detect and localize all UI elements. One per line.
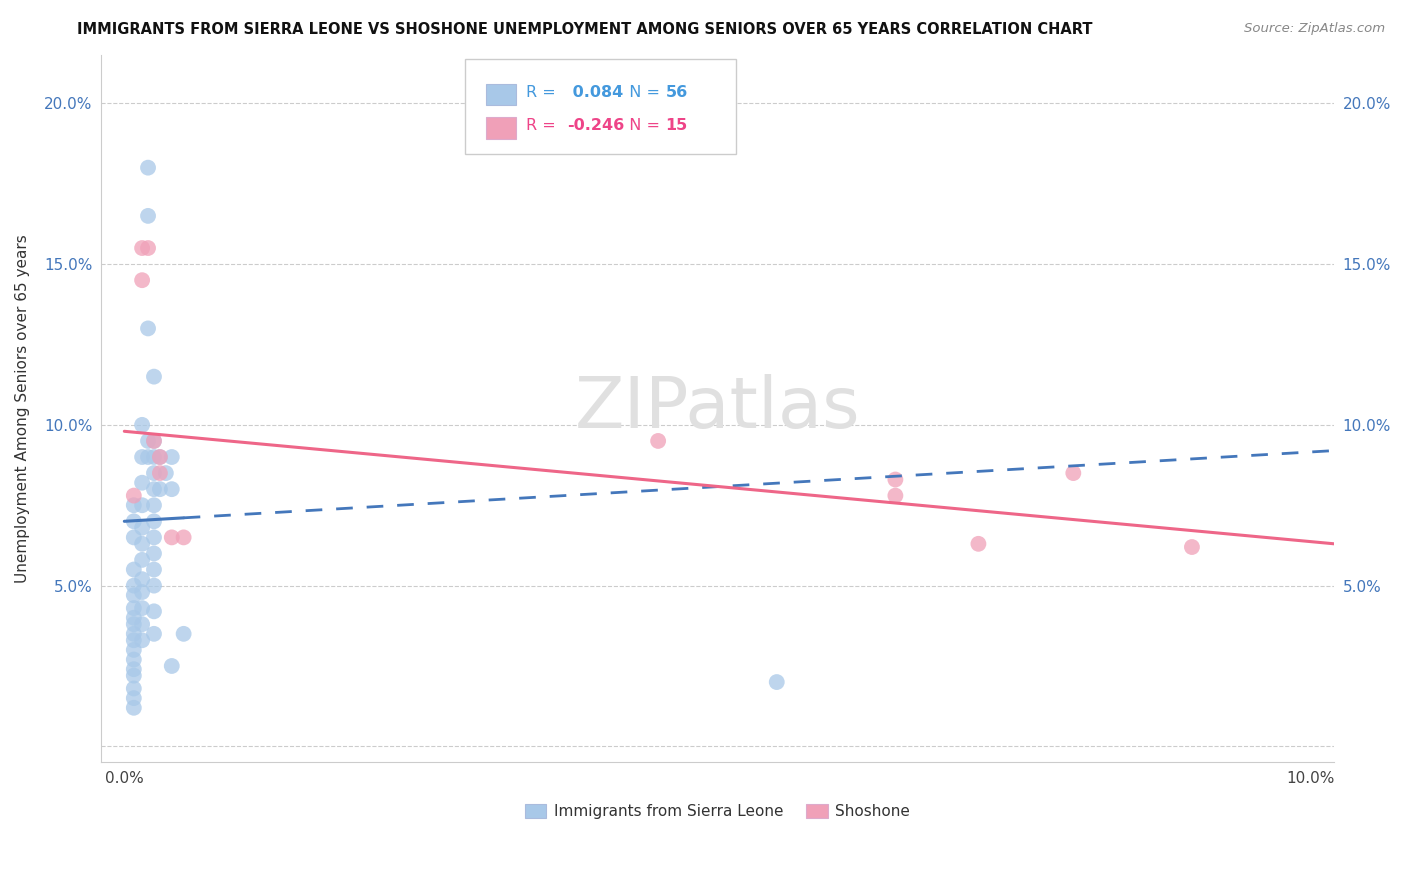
Text: R =: R =: [526, 119, 561, 134]
Point: [160, 530, 183, 544]
Y-axis label: Unemployment Among Seniors over 65 years: Unemployment Among Seniors over 65 years: [15, 235, 30, 583]
Point: [143, 546, 166, 560]
Point: [143, 604, 166, 618]
Point: [149, 466, 172, 480]
Point: [149, 482, 172, 496]
Point: [122, 617, 145, 632]
Point: [143, 514, 166, 528]
Point: [884, 473, 907, 487]
Point: [122, 700, 145, 714]
Text: ZIPatlas: ZIPatlas: [575, 375, 860, 443]
Point: [131, 241, 153, 255]
Point: [131, 633, 153, 648]
Point: [143, 466, 166, 480]
Point: [149, 450, 172, 464]
Point: [173, 530, 195, 544]
FancyBboxPatch shape: [485, 118, 516, 138]
Point: [122, 681, 145, 696]
Point: [765, 675, 787, 690]
Point: [122, 489, 145, 503]
Point: [122, 627, 145, 641]
Point: [131, 498, 153, 512]
Text: 0.084: 0.084: [567, 85, 623, 100]
Point: [143, 579, 166, 593]
Point: [131, 417, 153, 432]
Point: [122, 562, 145, 576]
Point: [131, 617, 153, 632]
Point: [122, 601, 145, 615]
Point: [122, 530, 145, 544]
Point: [131, 601, 153, 615]
Point: [149, 450, 172, 464]
Point: [131, 553, 153, 567]
Point: [1181, 540, 1204, 554]
Point: [122, 611, 145, 625]
Point: [131, 585, 153, 599]
Legend: Immigrants from Sierra Leone, Shoshone: Immigrants from Sierra Leone, Shoshone: [519, 798, 917, 825]
Point: [884, 489, 907, 503]
Point: [143, 369, 166, 384]
Point: [143, 434, 166, 448]
Point: [131, 273, 153, 287]
Text: 56: 56: [665, 85, 688, 100]
Point: [143, 627, 166, 641]
Point: [122, 691, 145, 706]
FancyBboxPatch shape: [464, 59, 735, 154]
Text: IMMIGRANTS FROM SIERRA LEONE VS SHOSHONE UNEMPLOYMENT AMONG SENIORS OVER 65 YEAR: IMMIGRANTS FROM SIERRA LEONE VS SHOSHONE…: [77, 22, 1092, 37]
Point: [136, 434, 159, 448]
Point: [136, 241, 159, 255]
Point: [1062, 466, 1084, 480]
Text: R =: R =: [526, 85, 561, 100]
Point: [122, 633, 145, 648]
Point: [136, 450, 159, 464]
Point: [143, 434, 166, 448]
FancyBboxPatch shape: [485, 84, 516, 105]
Point: [122, 579, 145, 593]
Point: [173, 627, 195, 641]
Point: [143, 450, 166, 464]
Point: [143, 530, 166, 544]
Point: [136, 321, 159, 335]
Text: Source: ZipAtlas.com: Source: ZipAtlas.com: [1244, 22, 1385, 36]
Point: [131, 572, 153, 586]
Point: [143, 482, 166, 496]
Point: [155, 466, 177, 480]
Text: N =: N =: [619, 85, 665, 100]
Point: [131, 450, 153, 464]
Point: [160, 450, 183, 464]
Text: 15: 15: [665, 119, 688, 134]
Point: [122, 643, 145, 657]
Point: [131, 537, 153, 551]
Text: N =: N =: [619, 119, 665, 134]
Point: [122, 668, 145, 682]
Point: [967, 537, 990, 551]
Point: [160, 482, 183, 496]
Point: [122, 588, 145, 602]
Point: [122, 652, 145, 666]
Point: [131, 521, 153, 535]
Point: [647, 434, 669, 448]
Point: [122, 514, 145, 528]
Text: -0.246: -0.246: [567, 119, 624, 134]
Point: [160, 659, 183, 673]
Point: [136, 161, 159, 175]
Point: [136, 209, 159, 223]
Point: [143, 562, 166, 576]
Point: [122, 498, 145, 512]
Point: [122, 662, 145, 676]
Point: [143, 498, 166, 512]
Point: [131, 475, 153, 490]
